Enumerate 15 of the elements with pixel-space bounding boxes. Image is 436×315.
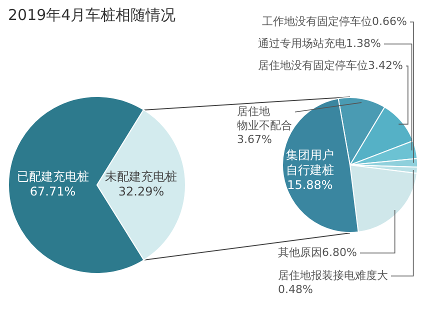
slice-label: 工作地没有固定停车位0.66% — [262, 14, 407, 28]
chart-title: 2019年4月车桩相随情况 — [8, 6, 176, 25]
data-label: 3.67% — [237, 132, 272, 146]
slice-label: 通过专用场站充电1.38% — [258, 36, 381, 50]
slice-label: 其他原因6.80% — [278, 246, 357, 259]
slice-label: 居住地物业不配合 — [237, 104, 292, 132]
data-label: 32.29% — [118, 184, 164, 199]
slice-label: 集团用户自行建桩 — [286, 148, 334, 178]
slice-label: 未配建充电桩 — [105, 170, 178, 184]
slice-label: 居住地没有固定停车位3.42% — [258, 58, 403, 72]
slice-label: 居住地报装接电难度大 — [278, 268, 388, 282]
data-label: 15.88% — [287, 178, 333, 192]
slice-label: 已配建充电桩 — [16, 170, 89, 184]
data-label: 0.48% — [278, 282, 313, 296]
data-label: 67.71% — [30, 184, 76, 199]
